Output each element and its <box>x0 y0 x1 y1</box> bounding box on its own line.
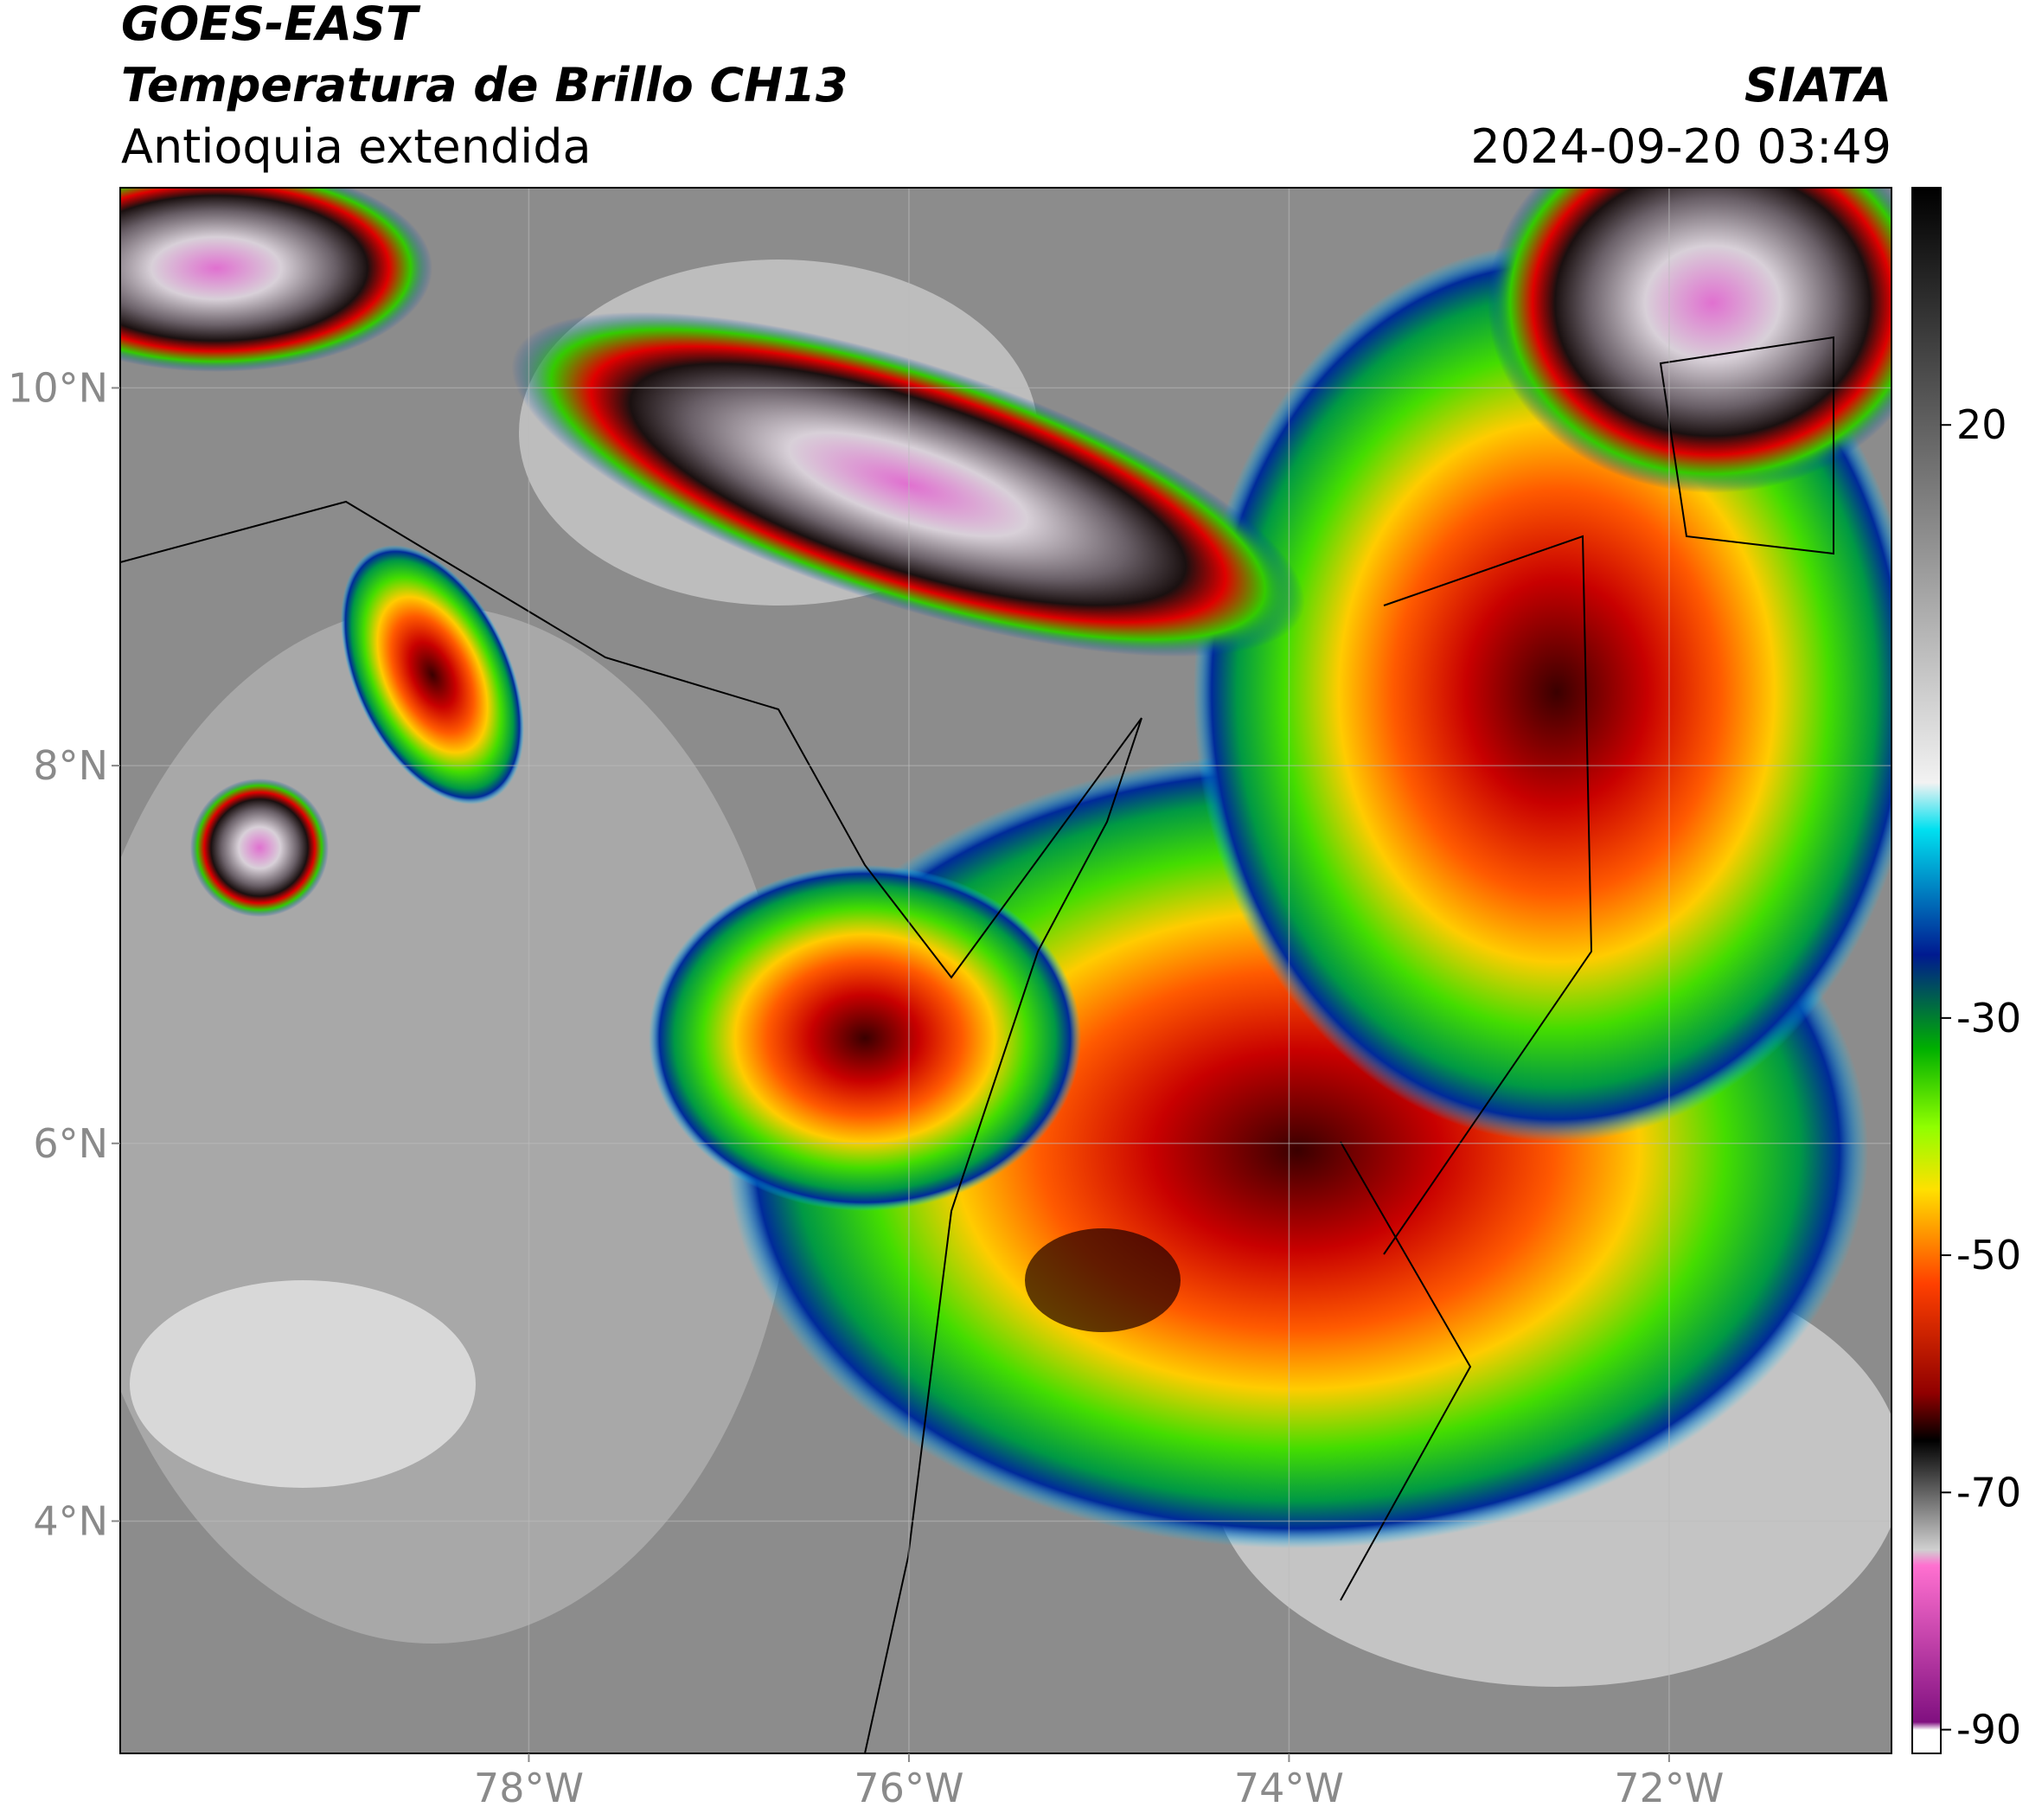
x-tick-label: 72°W <box>1614 1765 1724 1811</box>
subtitle: Temperatura de Brillo CH13 <box>121 58 848 112</box>
x-tick-label: 74°W <box>1234 1765 1344 1811</box>
title: GOES-EAST <box>121 0 421 51</box>
y-tick-label: 8°N <box>33 742 108 789</box>
x-tick-label: 76°W <box>854 1765 963 1811</box>
y-tick-label: 4°N <box>33 1497 108 1544</box>
x-tick-label: 78°W <box>474 1765 584 1811</box>
map-frame <box>119 187 1892 1754</box>
y-tick-label: 6°N <box>33 1120 108 1167</box>
colorbar-label: 20 <box>1956 401 2007 448</box>
satellite-image <box>120 188 1891 1753</box>
colorbar <box>1911 187 1942 1754</box>
colorbar-label: -90 <box>1956 1707 2021 1753</box>
colorbar-label: -50 <box>1956 1232 2021 1278</box>
region: Antioquia extendida <box>121 119 592 174</box>
datetime: 2024-09-20 03:49 <box>1470 119 1891 174</box>
source: SIATA <box>1744 58 1891 112</box>
colorbar-label: -30 <box>1956 995 2021 1041</box>
y-tick-label: 10°N <box>8 364 108 411</box>
colorbar-label: -70 <box>1956 1469 2021 1516</box>
